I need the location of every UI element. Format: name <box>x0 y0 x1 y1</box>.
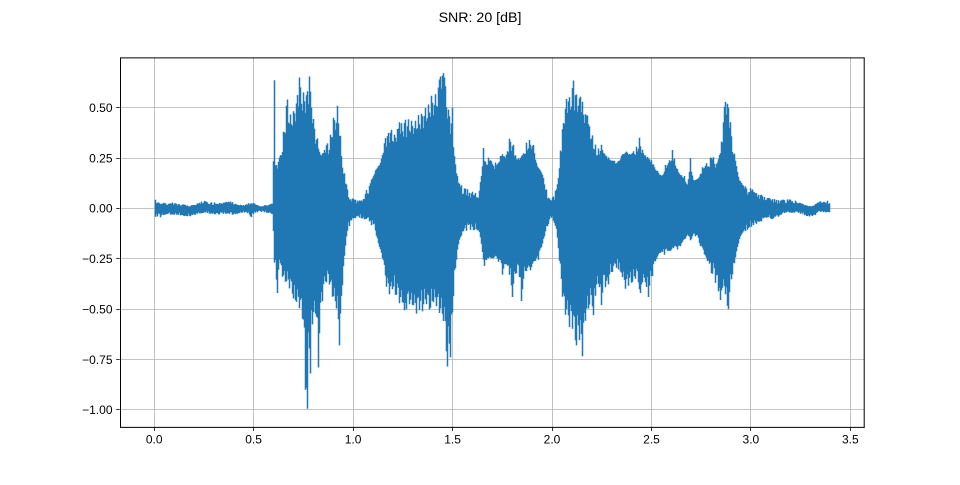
svg-text:1.5: 1.5 <box>444 433 461 447</box>
svg-text:1.0: 1.0 <box>345 433 362 447</box>
svg-text:SNR: 20 [dB]: SNR: 20 [dB] <box>439 10 522 26</box>
svg-text:−1.00: −1.00 <box>82 403 113 417</box>
svg-text:3.5: 3.5 <box>842 433 859 447</box>
svg-text:2.5: 2.5 <box>643 433 660 447</box>
svg-text:−0.50: −0.50 <box>82 302 113 316</box>
svg-text:0.50: 0.50 <box>89 101 113 115</box>
svg-text:2.0: 2.0 <box>544 433 561 447</box>
svg-text:−0.75: −0.75 <box>82 353 113 367</box>
svg-text:0.25: 0.25 <box>89 151 113 165</box>
svg-text:0.5: 0.5 <box>245 433 262 447</box>
svg-text:−0.25: −0.25 <box>82 252 113 266</box>
svg-text:3.0: 3.0 <box>743 433 760 447</box>
svg-text:0.0: 0.0 <box>146 433 163 447</box>
svg-text:0.00: 0.00 <box>89 202 113 216</box>
